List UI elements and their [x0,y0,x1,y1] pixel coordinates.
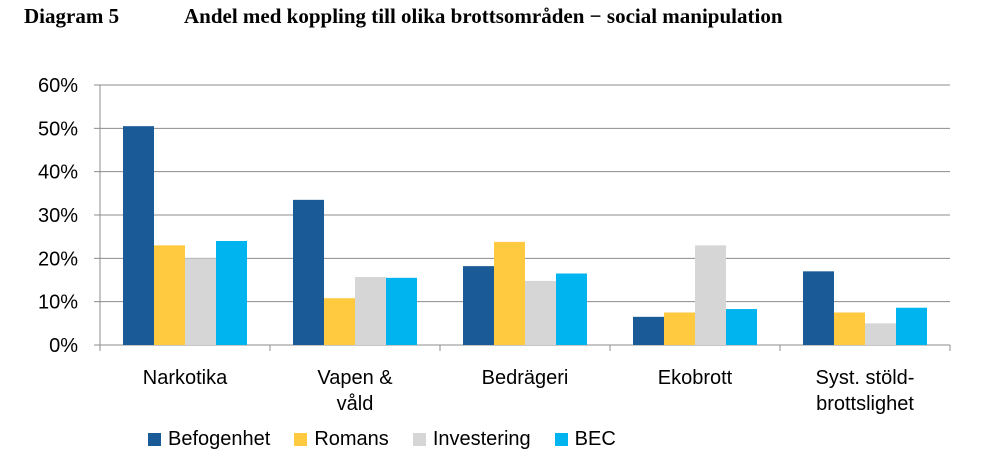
legend-label-investering: Investering [432,427,531,450]
bar [556,273,587,345]
legend-label-romans: Romans [314,427,389,450]
bar [185,258,216,345]
legend-label-befogenhet: Befogenhet [168,427,271,450]
bar [154,245,185,345]
y-tick-label: 0% [49,335,78,357]
x-category-label: Syst. stöld- [816,367,915,389]
bar [803,271,834,345]
bar [355,276,386,345]
bar [463,266,494,345]
y-tick-label: 30% [38,205,78,227]
legend-item-befogenhet: Befogenhet [148,428,270,451]
bar [386,277,417,345]
figure-label: Diagram 5 [24,4,120,28]
bar [525,280,556,345]
legend: Befogenhet Romans Investering BEC [148,426,640,452]
legend-item-romans: Romans [294,427,389,451]
chart-title-row: Diagram 5 Andel med koppling till olika b… [24,4,783,34]
x-category-label: Bedrägeri [482,367,569,389]
x-category-label: våld [337,393,374,415]
bar [293,199,324,345]
x-category-label: Vapen & [317,367,393,389]
x-category-label: Ekobrott [658,367,733,389]
bar [664,312,695,345]
legend-swatch-romans [294,432,308,446]
legend-swatch-befogenhet [148,432,161,446]
bar [494,241,525,345]
y-tick-label: 10% [38,292,78,314]
bar [633,316,664,345]
bar [834,312,865,345]
bar [896,307,927,345]
legend-item-bec: BEC [554,427,616,451]
bar [324,298,355,345]
legend-item-investering: Investering [412,427,531,451]
bar [726,309,757,345]
legend-swatch-bec [554,432,568,446]
y-tick-label: 40% [38,162,78,184]
y-tick-label: 20% [38,248,78,270]
bar [216,241,247,345]
y-tick-label: 50% [38,118,78,140]
y-tick-label: 60% [38,75,78,97]
bar [695,245,726,345]
chart-title: Andel med koppling till olika brottsområ… [184,4,783,28]
x-category-label: brottslighet [816,393,914,415]
legend-swatch-investering [412,432,426,446]
bar [123,126,154,346]
bar [865,323,896,345]
x-category-label: Narkotika [143,367,228,389]
legend-label-bec: BEC [574,427,616,450]
